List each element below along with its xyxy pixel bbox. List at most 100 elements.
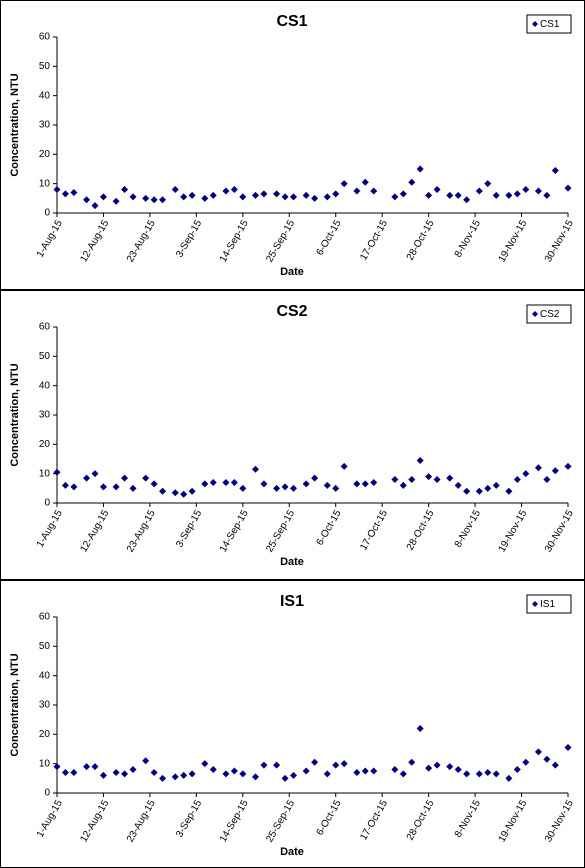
y-tick-label: 0 xyxy=(44,788,50,799)
data-point xyxy=(209,478,217,486)
data-point xyxy=(273,761,281,769)
data-point xyxy=(323,193,331,201)
data-point xyxy=(188,770,196,778)
data-point xyxy=(99,771,107,779)
data-point xyxy=(391,476,399,484)
y-tick-label: 0 xyxy=(44,208,50,219)
data-point xyxy=(91,470,99,478)
data-point xyxy=(142,194,150,202)
data-point xyxy=(251,465,259,473)
data-point xyxy=(513,190,521,198)
data-point xyxy=(513,766,521,774)
y-tick-label: 50 xyxy=(39,351,51,362)
legend-label: IS1 xyxy=(540,599,555,610)
data-point xyxy=(281,193,289,201)
data-point xyxy=(222,187,230,195)
data-point xyxy=(513,476,521,484)
data-point xyxy=(492,191,500,199)
data-point xyxy=(99,193,107,201)
data-point xyxy=(311,474,319,482)
y-tick-label: 10 xyxy=(39,758,51,769)
legend-marker xyxy=(532,311,538,317)
y-tick-label: 50 xyxy=(39,61,51,72)
y-tick-label: 10 xyxy=(39,468,51,479)
data-point xyxy=(475,187,483,195)
data-point xyxy=(91,202,99,210)
data-point xyxy=(551,761,559,769)
data-point xyxy=(543,476,551,484)
data-point xyxy=(273,484,281,492)
data-point xyxy=(171,186,179,194)
data-point xyxy=(150,480,158,488)
data-point xyxy=(112,768,120,776)
data-point xyxy=(201,760,209,768)
data-point xyxy=(446,191,454,199)
y-tick-label: 30 xyxy=(39,120,51,131)
data-point xyxy=(425,191,433,199)
data-point xyxy=(475,770,483,778)
data-point xyxy=(188,487,196,495)
data-point xyxy=(408,476,416,484)
data-point xyxy=(340,760,348,768)
data-point xyxy=(416,724,424,732)
data-point xyxy=(230,478,238,486)
data-point xyxy=(302,191,310,199)
data-point xyxy=(323,481,331,489)
data-point xyxy=(370,187,378,195)
data-point xyxy=(311,194,319,202)
data-point xyxy=(564,744,572,752)
data-point xyxy=(416,456,424,464)
data-point xyxy=(564,462,572,470)
y-tick-label: 20 xyxy=(39,729,51,740)
y-tick-label: 60 xyxy=(39,32,51,43)
data-point xyxy=(61,768,69,776)
data-point xyxy=(463,770,471,778)
data-point xyxy=(433,476,441,484)
data-point xyxy=(425,764,433,772)
data-point xyxy=(61,481,69,489)
x-axis-title: Date xyxy=(280,266,304,278)
x-axis-title: Date xyxy=(280,846,304,858)
data-point xyxy=(150,768,158,776)
data-point xyxy=(121,474,129,482)
data-point xyxy=(353,768,361,776)
data-point xyxy=(188,191,196,199)
panel-border xyxy=(0,0,585,290)
data-point xyxy=(302,480,310,488)
legend-label: CS2 xyxy=(540,309,560,320)
data-point xyxy=(332,190,340,198)
legend-label: CS1 xyxy=(540,19,560,30)
data-point xyxy=(534,187,542,195)
y-tick-label: 20 xyxy=(39,149,51,160)
y-tick-label: 30 xyxy=(39,410,51,421)
data-point xyxy=(505,191,513,199)
data-point xyxy=(340,180,348,188)
data-point xyxy=(416,165,424,173)
data-point xyxy=(142,474,150,482)
data-point xyxy=(475,487,483,495)
data-point xyxy=(522,186,530,194)
data-point xyxy=(323,770,331,778)
data-point xyxy=(129,484,137,492)
panel-border xyxy=(0,580,585,868)
y-tick-label: 20 xyxy=(39,439,51,450)
data-point xyxy=(551,467,559,475)
data-point xyxy=(505,487,513,495)
data-point xyxy=(230,767,238,775)
data-point xyxy=(361,767,369,775)
data-point xyxy=(370,478,378,486)
data-point xyxy=(209,191,217,199)
data-point xyxy=(83,474,91,482)
data-point xyxy=(251,191,259,199)
data-point xyxy=(121,186,129,194)
y-axis-title: Concentration, NTU xyxy=(9,73,21,176)
y-tick-label: 40 xyxy=(39,90,51,101)
panel-border xyxy=(0,290,585,580)
data-point xyxy=(53,763,61,771)
data-point xyxy=(399,481,407,489)
data-point xyxy=(222,770,230,778)
data-point xyxy=(171,773,179,781)
